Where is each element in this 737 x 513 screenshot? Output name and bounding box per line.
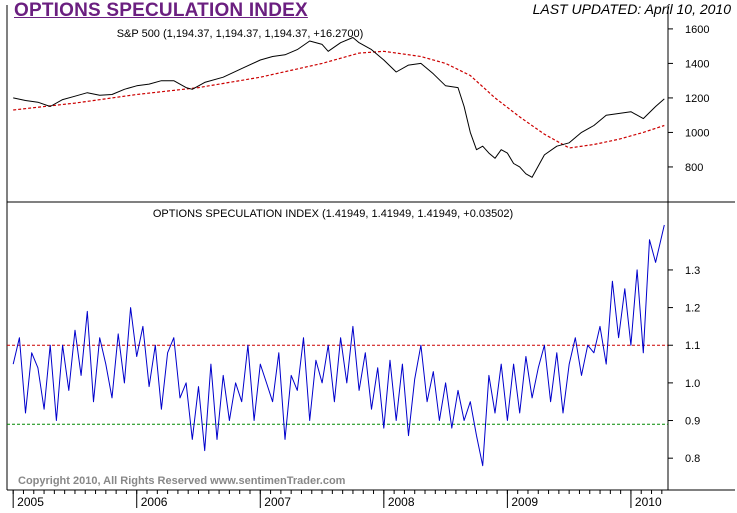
osi-ytick-label: 1.3 <box>685 265 700 277</box>
x-tick-label: 2008 <box>388 495 415 509</box>
sp500-ytick-label: 1200 <box>685 93 709 105</box>
sp500-ytick-label: 1400 <box>685 58 709 70</box>
x-tick-label: 2006 <box>141 495 168 509</box>
osi-ytick-label: 0.9 <box>685 416 700 428</box>
x-tick-label: 2010 <box>635 495 662 509</box>
osi-ytick-label: 1.1 <box>685 340 700 352</box>
x-axis: 2005 2006 2007 2008 2009 2010 <box>12 490 663 509</box>
osi-index-line <box>12 224 665 467</box>
osi-ytick-label: 1.0 <box>685 378 700 390</box>
last-updated-label: LAST UPDATED: April 10, 2010 <box>532 1 731 17</box>
x-tick-label: 2007 <box>264 495 291 509</box>
page-title: OPTIONS SPECULATION INDEX <box>14 0 308 21</box>
chart-frame <box>6 5 735 491</box>
sp500-ytick-label: 800 <box>685 162 703 174</box>
sp500-panel: S&P 500 (1,194.37, 1,194.37, 1,194.37, +… <box>13 24 709 178</box>
sp500-moving-average-line <box>13 50 665 149</box>
sp500-price-line <box>13 37 665 178</box>
sp500-ytick-label: 1000 <box>685 127 709 139</box>
x-tick-label: 2005 <box>17 495 44 509</box>
osi-title: OPTIONS SPECULATION INDEX (1.41949, 1.41… <box>153 208 513 220</box>
osi-ytick-label: 1.2 <box>685 303 700 315</box>
sp500-ytick-label: 1600 <box>685 24 709 36</box>
x-tick-label: 2009 <box>511 495 538 509</box>
osi-ytick-label: 0.8 <box>685 453 700 465</box>
sp500-title: S&P 500 (1,194.37, 1,194.37, 1,194.37, +… <box>117 28 364 40</box>
osi-panel: OPTIONS SPECULATION INDEX (1.41949, 1.41… <box>7 208 700 467</box>
copyright-text: Copyright 2010, All Rights Reserved www.… <box>18 475 346 487</box>
